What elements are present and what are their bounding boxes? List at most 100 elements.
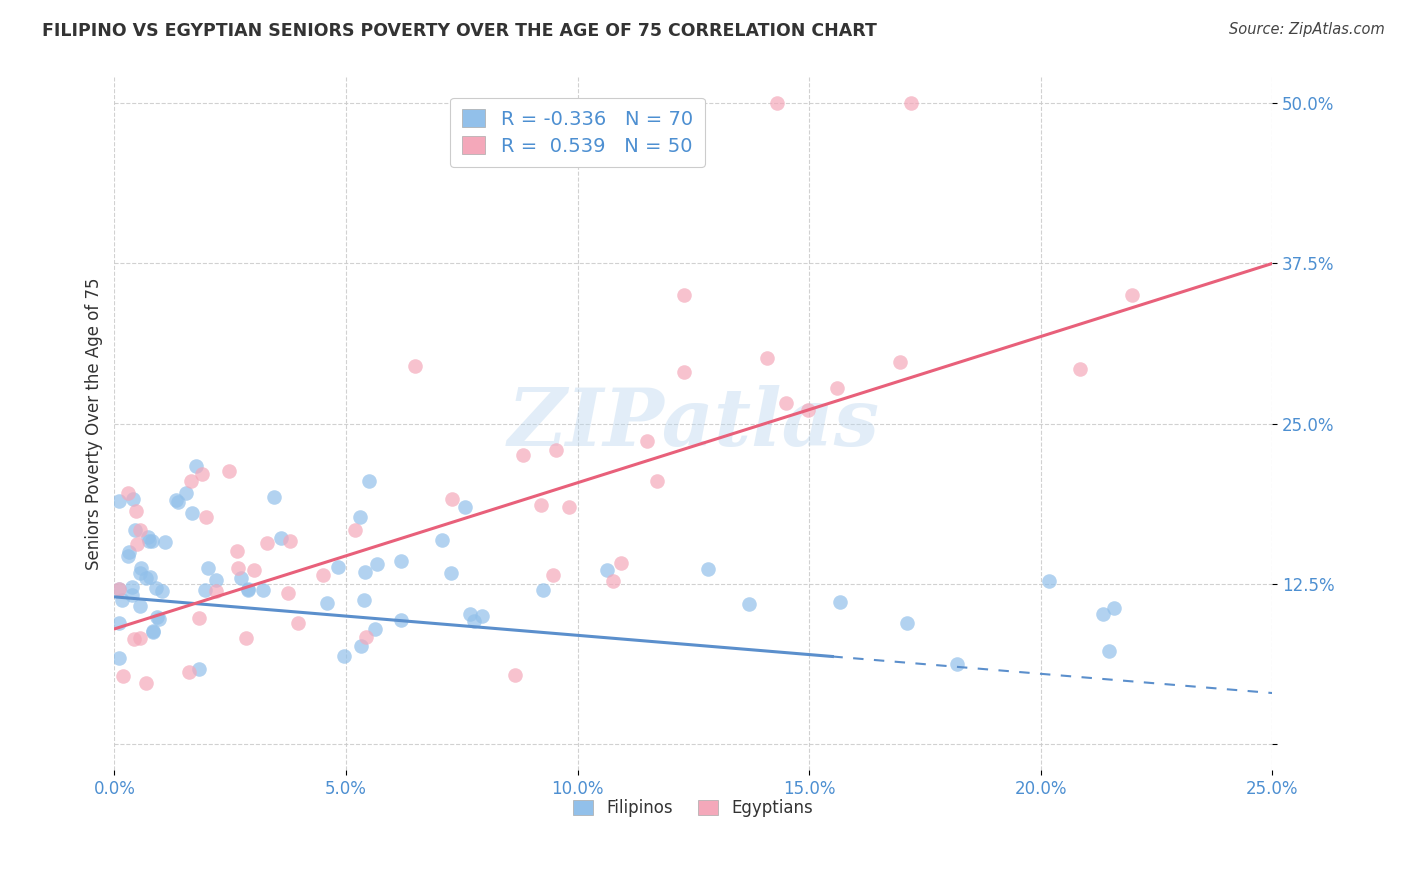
Point	[187, 662, 209, 676]
Point	[263, 490, 285, 504]
Point	[889, 355, 911, 369]
Point	[194, 583, 217, 598]
Point	[896, 616, 918, 631]
Point	[125, 504, 148, 518]
Point	[111, 593, 134, 607]
Point	[529, 499, 551, 513]
Point	[231, 571, 253, 585]
Point	[636, 434, 658, 449]
Point	[596, 563, 619, 577]
Point	[174, 485, 197, 500]
Point	[226, 560, 249, 574]
Point	[118, 545, 141, 559]
Point	[129, 566, 152, 581]
Point	[108, 615, 131, 630]
Legend: Filipinos, Egyptians: Filipinos, Egyptians	[567, 793, 820, 824]
Point	[471, 608, 494, 623]
Point	[440, 491, 463, 506]
Point	[558, 500, 581, 514]
Point	[531, 582, 554, 597]
Point	[775, 396, 797, 410]
Point	[1098, 644, 1121, 658]
Point	[1091, 607, 1114, 621]
Point	[139, 570, 162, 584]
Point	[145, 582, 167, 596]
Point	[333, 648, 356, 663]
Point	[124, 632, 146, 646]
Point	[366, 557, 388, 571]
Point	[117, 549, 139, 563]
Point	[1102, 601, 1125, 615]
Point	[204, 573, 226, 587]
Point	[188, 611, 211, 625]
Point	[353, 593, 375, 607]
Point	[797, 403, 820, 417]
Point	[765, 96, 787, 111]
Point	[900, 96, 922, 111]
Y-axis label: Seniors Poverty Over the Age of 75: Seniors Poverty Over the Age of 75	[86, 277, 103, 570]
Point	[108, 582, 131, 596]
Point	[243, 563, 266, 577]
Point	[235, 631, 257, 645]
Point	[124, 523, 146, 537]
Point	[1038, 574, 1060, 589]
Point	[277, 586, 299, 600]
Point	[165, 493, 187, 508]
Point	[270, 531, 292, 545]
Point	[117, 486, 139, 500]
Point	[218, 464, 240, 478]
Point	[128, 632, 150, 646]
Point	[463, 614, 485, 628]
Point	[326, 559, 349, 574]
Point	[125, 537, 148, 551]
Point	[136, 530, 159, 544]
Point	[226, 544, 249, 558]
Point	[364, 622, 387, 636]
Point	[645, 474, 668, 488]
Point	[236, 582, 259, 596]
Point	[166, 495, 188, 509]
Point	[141, 533, 163, 548]
Point	[454, 500, 477, 515]
Point	[128, 523, 150, 537]
Point	[697, 562, 720, 576]
Point	[315, 596, 337, 610]
Point	[108, 651, 131, 665]
Point	[191, 467, 214, 481]
Point	[287, 616, 309, 631]
Point	[146, 610, 169, 624]
Point	[344, 523, 367, 537]
Point	[389, 554, 412, 568]
Point	[755, 351, 778, 365]
Point	[405, 359, 427, 373]
Point	[108, 494, 131, 508]
Point	[946, 657, 969, 671]
Point	[236, 582, 259, 597]
Point	[350, 640, 373, 654]
Point	[122, 492, 145, 507]
Point	[278, 533, 301, 548]
Point	[252, 582, 274, 597]
Point	[135, 571, 157, 585]
Point	[503, 668, 526, 682]
Point	[672, 288, 695, 302]
Point	[544, 443, 567, 458]
Point	[180, 506, 202, 520]
Point	[256, 535, 278, 549]
Point	[180, 474, 202, 488]
Point	[389, 613, 412, 627]
Point	[150, 583, 173, 598]
Point	[458, 607, 481, 621]
Point	[541, 568, 564, 582]
Point	[128, 599, 150, 613]
Text: FILIPINO VS EGYPTIAN SENIORS POVERTY OVER THE AGE OF 75 CORRELATION CHART: FILIPINO VS EGYPTIAN SENIORS POVERTY OVE…	[42, 22, 877, 40]
Point	[610, 556, 633, 570]
Point	[1121, 288, 1143, 302]
Point	[827, 381, 849, 395]
Text: ZIPatlas: ZIPatlas	[508, 385, 880, 462]
Point	[121, 580, 143, 594]
Point	[512, 448, 534, 462]
Point	[142, 624, 165, 639]
Point	[195, 510, 218, 524]
Point	[135, 676, 157, 690]
